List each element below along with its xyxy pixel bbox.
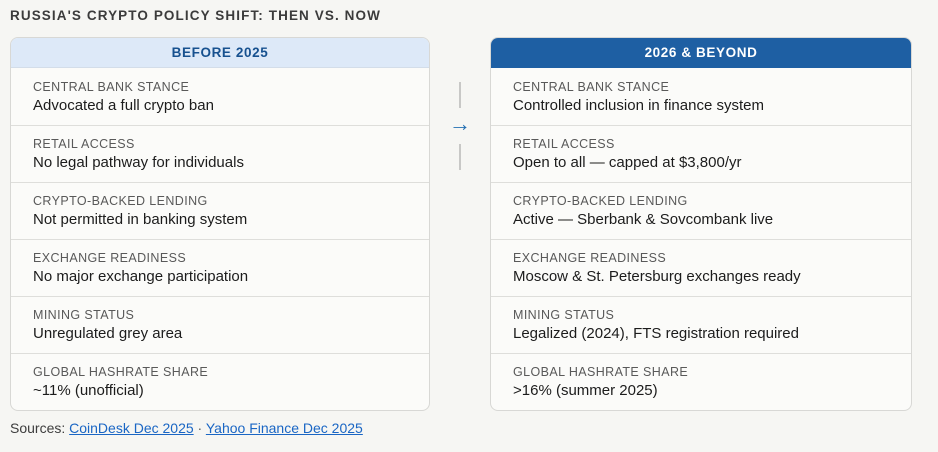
row-label: MINING STATUS [33, 308, 135, 322]
table-row: MINING STATUS Unregulated grey area [11, 296, 429, 353]
table-row: EXCHANGE READINESS No major exchange par… [11, 239, 429, 296]
row-value: ~11% (unofficial) [33, 382, 144, 399]
row-value: Active — Sberbank & Sovcombank live [513, 211, 774, 228]
before-column-header: BEFORE 2025 [11, 38, 429, 68]
after-rows: CENTRAL BANK STANCE Controlled inclusion… [491, 68, 911, 410]
row-label: CRYPTO-BACKED LENDING [33, 194, 208, 208]
right-arrow-icon: → [449, 111, 471, 136]
source-link-coindesk[interactable]: CoinDesk Dec 2025 [69, 420, 194, 436]
row-label: RETAIL ACCESS [33, 137, 135, 151]
row-value: Controlled inclusion in finance system [513, 96, 764, 114]
row-label: MINING STATUS [513, 308, 615, 322]
transition-connector: → [430, 37, 490, 411]
row-value: No major exchange participation [33, 268, 249, 285]
row-value: Advocated a full crypto ban [33, 96, 214, 114]
table-row: RETAIL ACCESS No legal pathway for indiv… [11, 125, 429, 182]
table-row: GLOBAL HASHRATE SHARE ~11% (unofficial) [11, 353, 429, 410]
row-label: EXCHANGE READINESS [33, 251, 187, 265]
row-label: GLOBAL HASHRATE SHARE [33, 365, 209, 379]
row-label: CRYPTO-BACKED LENDING [513, 194, 688, 208]
connector-dash-bottom [459, 144, 461, 170]
page-title: RUSSIA'S CRYPTO POLICY SHIFT: THEN VS. N… [10, 8, 381, 23]
table-row: MINING STATUS Legalized (2024), FTS regi… [491, 296, 911, 353]
row-label: GLOBAL HASHRATE SHARE [513, 365, 689, 379]
table-row: CRYPTO-BACKED LENDING Active — Sberbank … [491, 182, 911, 239]
connector-dash-top [459, 82, 461, 108]
comparison-card-after: 2026 & BEYOND CENTRAL BANK STANCE Contro… [490, 37, 912, 411]
row-label: CENTRAL BANK STANCE [33, 79, 190, 94]
table-row: CRYPTO-BACKED LENDING Not permitted in b… [11, 182, 429, 239]
table-row: CENTRAL BANK STANCE Controlled inclusion… [491, 68, 911, 125]
table-row: RETAIL ACCESS Open to all — capped at $3… [491, 125, 911, 182]
before-rows: CENTRAL BANK STANCE Advocated a full cry… [11, 68, 429, 410]
row-value: No legal pathway for individuals [33, 154, 244, 171]
source-link-yahoo-finance[interactable]: Yahoo Finance Dec 2025 [205, 420, 363, 436]
row-label: EXCHANGE READINESS [513, 251, 667, 265]
sources-line: Sources: CoinDesk Dec 2025 · Yahoo Finan… [10, 420, 363, 436]
row-value: Unregulated grey area [33, 325, 183, 342]
row-value: >16% (summer 2025) [513, 382, 658, 399]
row-value: Open to all — capped at $3,800/yr [513, 154, 742, 171]
row-value: Legalized (2024), FTS registration requi… [513, 325, 799, 342]
row-label: RETAIL ACCESS [513, 137, 615, 151]
sources-separator: · [197, 420, 203, 436]
table-row: EXCHANGE READINESS Moscow & St. Petersbu… [491, 239, 911, 296]
row-value: Moscow & St. Petersburg exchanges ready [513, 268, 801, 285]
table-row: GLOBAL HASHRATE SHARE >16% (summer 2025) [491, 353, 911, 410]
after-column-header: 2026 & BEYOND [491, 38, 911, 68]
table-row: CENTRAL BANK STANCE Advocated a full cry… [11, 68, 429, 125]
sources-prefix: Sources: [10, 420, 66, 436]
row-label: CENTRAL BANK STANCE [513, 79, 670, 94]
comparison-card-before: BEFORE 2025 CENTRAL BANK STANCE Advocate… [10, 37, 430, 411]
row-value: Not permitted in banking system [33, 211, 248, 228]
